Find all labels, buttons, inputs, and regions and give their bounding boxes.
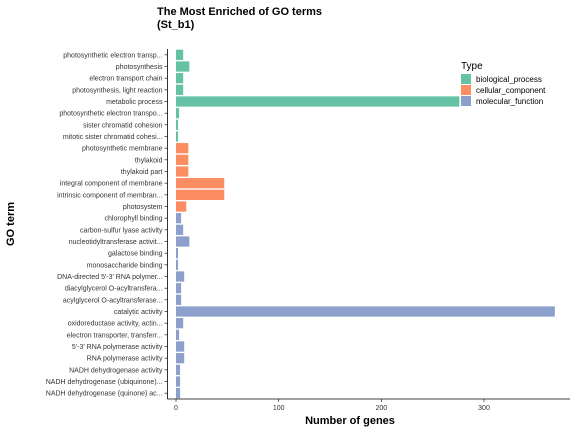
bar [176, 329, 180, 340]
x-tick-label: 100 [273, 405, 285, 412]
bar [176, 213, 182, 224]
bar [176, 318, 184, 329]
bar [176, 61, 190, 72]
y-tick-label: NADH dehydrogenase activity [69, 367, 163, 374]
y-tick-label: carbon-sulfur lyase activity [80, 227, 163, 234]
y-tick-label: intrinsic component of membran... [57, 192, 162, 199]
bar [176, 119, 179, 130]
y-tick-label: NADH dehydrogenase (ubiquinone)... [46, 379, 163, 386]
bar [176, 364, 181, 375]
bar [176, 236, 190, 247]
y-tick-label: monosaccharide binding [87, 262, 163, 269]
bar [176, 376, 181, 387]
bar [176, 178, 225, 189]
y-tick-label: photosynthetic electron transpo... [59, 111, 162, 118]
bar [176, 341, 185, 352]
bar [176, 108, 180, 119]
y-tick-label: electron transporter, transferr... [67, 332, 163, 339]
y-tick-label: integral component of membrane [60, 181, 163, 188]
y-tick-label: RNA polymerase activity [87, 356, 163, 363]
bar [176, 131, 179, 142]
y-tick-label: mitotic sister chromatid cohesi... [63, 134, 163, 141]
chart-title: The Most Enriched of GO terms [157, 6, 322, 18]
bar [176, 84, 184, 95]
bar [176, 224, 184, 235]
bar [176, 73, 184, 84]
y-tick-label: photosystem [123, 204, 163, 211]
y-tick-label: thylakoid part [121, 169, 163, 176]
bar [176, 154, 189, 165]
bar [176, 166, 189, 177]
legend-swatch [461, 85, 471, 95]
legend-swatch [461, 74, 471, 84]
x-tick-label: 200 [375, 405, 387, 412]
bar [176, 271, 185, 282]
chart-subtitle: (St_b1) [157, 19, 195, 31]
y-tick-label: acylglycerol O-acyltransferase... [63, 297, 163, 304]
bar [176, 96, 460, 107]
y-tick-label: thylakoid [135, 157, 163, 164]
bar [176, 49, 184, 60]
x-axis: 0 100 200 300 [174, 399, 490, 412]
bars-group [176, 49, 555, 399]
bar [176, 306, 555, 317]
bar [176, 259, 179, 270]
y-tick-label: NADH dehydrogenase (quinone) ac... [46, 391, 163, 398]
y-tick-label: metabolic process [106, 99, 163, 106]
bar [176, 248, 179, 259]
y-tick-label: nucleotidyltransferase activit... [69, 239, 163, 246]
y-tick-label: sister chromatid cohesion [83, 122, 162, 129]
y-tick-label: photosynthetic electron transp... [63, 52, 162, 59]
y-tick-label: diacylglycerol O-acyltransfera... [65, 286, 163, 293]
legend-title: Type [461, 61, 483, 72]
bar [176, 294, 182, 305]
y-tick-label: electron transport chain [89, 76, 162, 83]
x-axis-title: Number of genes [305, 415, 395, 427]
y-tick-label: photosynthetic membrane [82, 146, 163, 153]
legend-swatch [461, 96, 471, 106]
y-tick-label: 5'-3' RNA polymerase activity [72, 344, 163, 351]
y-tick-label: chlorophyll binding [105, 216, 163, 223]
bar [176, 283, 182, 294]
x-tick-label: 0 [174, 405, 178, 412]
bar [176, 353, 185, 364]
y-tick-label: galactose binding [108, 251, 163, 258]
y-axis-title: GO term [5, 202, 17, 246]
bar [176, 143, 189, 154]
y-tick-labels: photosynthetic electron transp... photosy… [46, 52, 168, 398]
bar [176, 388, 181, 399]
legend: Type biological_process cellular_componen… [461, 61, 546, 106]
x-tick-label: 300 [478, 405, 490, 412]
legend-label: biological_process [476, 75, 542, 84]
legend-label: cellular_component [476, 86, 546, 95]
legend-label: molecular_function [476, 97, 543, 106]
bar [176, 201, 187, 212]
y-tick-label: photosynthesis, light reaction [72, 87, 162, 94]
y-tick-label: photosynthesis [116, 64, 163, 71]
y-tick-label: oxidoreductase activity, actin... [68, 321, 163, 328]
y-tick-label: catalytic activity [114, 309, 163, 316]
y-tick-label: DNA-directed 5'-3' RNA polymer... [57, 274, 162, 281]
bar [176, 189, 225, 200]
